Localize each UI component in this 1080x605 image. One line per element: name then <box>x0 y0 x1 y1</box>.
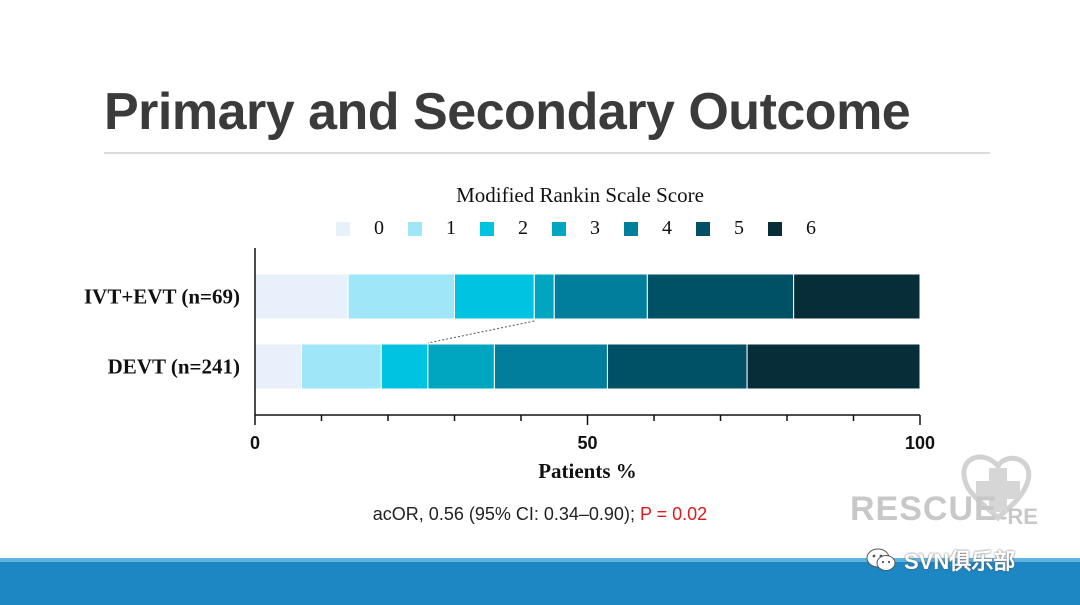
footer-accent <box>0 558 1080 562</box>
legend-swatch <box>336 221 350 236</box>
legend-label: 6 <box>806 217 816 239</box>
legend-swatch <box>408 221 422 236</box>
legend-item: 6 <box>768 217 816 240</box>
legend-swatch <box>552 221 566 236</box>
legend-label: 0 <box>374 217 384 239</box>
legend-label: 3 <box>590 217 600 239</box>
x-tick-label: 50 <box>577 433 597 453</box>
x-tick-label: 100 <box>905 433 935 453</box>
rescue-logo-icon <box>961 454 1032 522</box>
bar-segment <box>646 273 795 320</box>
legend-label: 1 <box>446 217 456 239</box>
legend-label: 4 <box>662 217 672 239</box>
bar-segment <box>454 273 535 320</box>
bar-segment <box>254 343 303 390</box>
bar-segment <box>427 343 495 390</box>
bar-segment <box>746 343 921 390</box>
bar-segment <box>254 273 349 320</box>
legend-item: 0 <box>336 217 384 240</box>
watermark-text: RESCUE <box>850 490 998 528</box>
bar-segment <box>301 343 382 390</box>
title-divider <box>104 152 990 154</box>
slide-title: Primary and Secondary Outcome <box>104 83 911 141</box>
legend-item: 2 <box>480 217 528 240</box>
bar-segment <box>793 273 921 320</box>
x-axis-title: Patients % <box>538 459 637 483</box>
legend-swatch <box>768 221 782 236</box>
bar-segment <box>347 273 456 320</box>
wechat-account-label: SVN俱乐部 <box>904 549 1016 574</box>
p-value: P = 0.02 <box>639 504 708 524</box>
legend-title: Modified Rankin Scale Score <box>456 183 704 207</box>
x-tick-label: 0 <box>250 433 260 453</box>
category-label: IVT+EVT (n=69) <box>84 285 240 309</box>
legend-item: 3 <box>552 217 600 240</box>
legend-label: 5 <box>734 217 744 239</box>
legend-swatch <box>696 221 710 236</box>
bar-segment <box>533 273 555 320</box>
category-label: DEVT (n=241) <box>108 355 240 379</box>
watermark-suffix: -RE <box>1000 504 1038 529</box>
chart-legend: 0 1 2 3 4 5 6 <box>336 217 840 240</box>
legend-item: 5 <box>696 217 744 240</box>
legend-item: 1 <box>408 217 456 240</box>
wechat-badge: SVN俱乐部 <box>866 544 1015 576</box>
statistic-text: acOR, 0.56 (95% CI: 0.34–0.90); <box>372 504 640 524</box>
bar-segment <box>606 343 748 390</box>
bar-segment <box>553 273 648 320</box>
bar-segment <box>493 343 608 390</box>
wechat-icon <box>866 548 896 571</box>
legend-item: 4 <box>624 217 672 240</box>
legend-swatch <box>480 221 494 236</box>
bar-segment <box>380 343 429 390</box>
statistic-line: acOR, 0.56 (95% CI: 0.34–0.90); P = 0.02 <box>0 504 1080 525</box>
legend-label: 2 <box>518 217 528 239</box>
legend-swatch <box>624 221 638 236</box>
connector-line <box>427 320 535 344</box>
footer-bar <box>0 562 1080 605</box>
